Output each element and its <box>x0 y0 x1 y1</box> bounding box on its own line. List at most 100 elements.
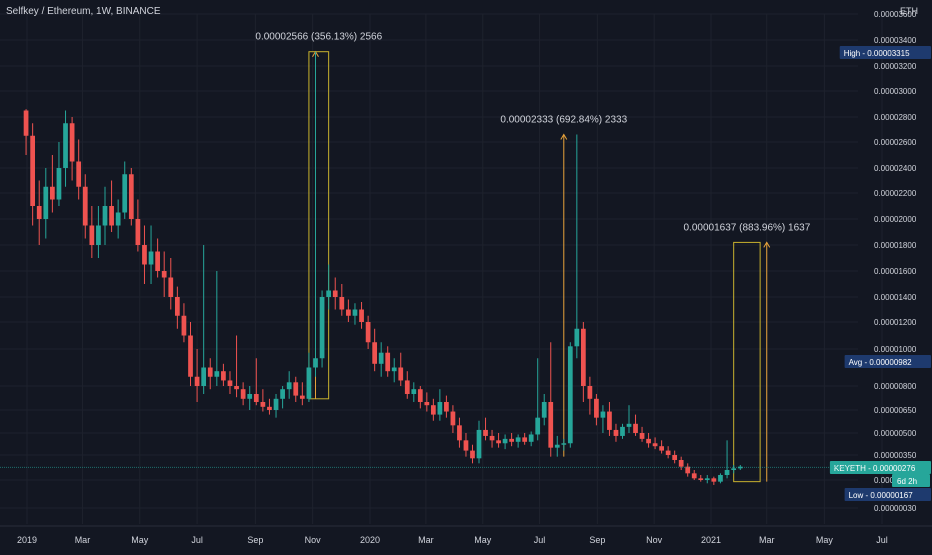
price-tick-label: 0.00000800 <box>874 382 917 391</box>
price-tick-label: 0.00001000 <box>874 345 917 354</box>
candle-body <box>128 174 134 219</box>
candle-body <box>280 389 285 399</box>
price-tag-bg <box>844 355 931 368</box>
candle-down <box>652 437 658 450</box>
candle-body <box>372 342 378 364</box>
price-tick-label: 0.00000030 <box>874 504 917 513</box>
candle-down <box>240 382 246 406</box>
candle-body <box>359 309 364 322</box>
candle-down <box>711 476 717 485</box>
candle-up <box>554 435 560 457</box>
time-tick-label: Jul <box>191 535 203 545</box>
candle-body <box>30 135 36 206</box>
candle-down <box>594 394 599 426</box>
candle-down <box>522 433 528 445</box>
candle-up <box>502 434 508 450</box>
time-axis[interactable]: 2019 Mar May Jul Sep Nov 2020 Mar May Jul Sep Nov 20… <box>0 525 932 545</box>
candle-layer <box>23 51 743 485</box>
candle-body <box>299 395 305 399</box>
candle-body <box>352 309 358 316</box>
candle-down <box>135 199 141 252</box>
candle-up <box>214 271 220 386</box>
candle-up <box>378 342 384 377</box>
time-tick-label: 2020 <box>360 535 380 545</box>
candle-body <box>326 290 332 297</box>
candle-body <box>678 460 684 467</box>
time-tick-label: Sep <box>589 535 605 545</box>
candle-up <box>56 142 62 206</box>
candle-down <box>174 286 180 329</box>
candle-up <box>528 431 534 447</box>
candle-body <box>391 367 397 372</box>
time-tick-label: Nov <box>305 535 322 545</box>
time-tick-label: Mar <box>759 535 775 545</box>
candle-down <box>50 155 55 213</box>
price-tag-text: High - 0.00003315 <box>844 49 910 58</box>
candle-down <box>489 429 495 448</box>
candle-down <box>194 349 200 402</box>
time-tick-label: May <box>816 535 834 545</box>
price-tick-label: 0.00000500 <box>874 429 917 438</box>
candle-up <box>561 438 567 451</box>
candle-body <box>89 225 95 245</box>
candle-body <box>411 389 417 394</box>
candle-down <box>128 168 134 226</box>
annotation-layer: 0.00002566 (356.13%) 2566 0.00002333 (692… <box>255 32 811 483</box>
time-tick-label: May <box>474 535 492 545</box>
candle-body <box>665 450 671 455</box>
price-tick-label: 0.00001600 <box>874 267 917 276</box>
candle-body <box>541 402 547 418</box>
time-tick-label: Mar <box>75 535 91 545</box>
candle-down <box>346 299 351 322</box>
candle-body <box>724 470 730 475</box>
candle-up <box>313 51 318 377</box>
candle-body <box>528 434 534 442</box>
price-axis[interactable]: 0.00003600 0.00003400 0.00003200 0.00003000… <box>0 10 931 513</box>
price-tick-label: 0.00002400 <box>874 164 917 173</box>
candle-up <box>43 168 49 239</box>
countdown-bg <box>892 474 930 487</box>
candle-up <box>600 405 606 433</box>
candle-up <box>122 161 128 219</box>
candle-down <box>633 414 638 436</box>
candle-body <box>181 315 187 336</box>
candle-body <box>470 450 475 459</box>
candle-down <box>587 376 593 415</box>
candle-body <box>515 437 521 442</box>
candle-body <box>424 402 430 406</box>
candle-body <box>437 402 443 415</box>
candle-up <box>96 206 101 258</box>
price-tick-label: 0.00003000 <box>874 87 917 96</box>
candle-body <box>483 429 488 436</box>
candle-body <box>509 438 514 442</box>
candle-up <box>273 394 279 418</box>
candle-body <box>306 367 312 399</box>
time-tick-label: May <box>131 535 149 545</box>
price-tick-label: 0.00002000 <box>874 215 917 224</box>
annotation-box <box>733 241 761 483</box>
candle-body <box>691 473 697 479</box>
candle-down <box>359 302 364 329</box>
current-price-tag: KEYETH - 0.00000276 <box>829 461 931 474</box>
candle-up <box>724 440 730 479</box>
candle-body <box>76 161 82 187</box>
candle-body <box>339 297 345 310</box>
axis-unit-label[interactable]: ETH <box>900 6 918 16</box>
candle-down <box>372 328 378 372</box>
candle-body <box>561 443 567 445</box>
candle-body <box>378 352 384 364</box>
candle-down <box>234 335 239 398</box>
candle-down <box>142 225 147 284</box>
candle-body <box>398 367 404 381</box>
candle-down <box>253 358 259 406</box>
candle-body <box>704 478 710 480</box>
candle-body <box>444 402 449 412</box>
candle-down <box>483 417 488 441</box>
candle-body <box>404 380 410 394</box>
candle-body <box>600 411 606 418</box>
candle-body <box>319 297 325 359</box>
candle-down <box>332 277 338 310</box>
candle-down <box>646 433 651 448</box>
